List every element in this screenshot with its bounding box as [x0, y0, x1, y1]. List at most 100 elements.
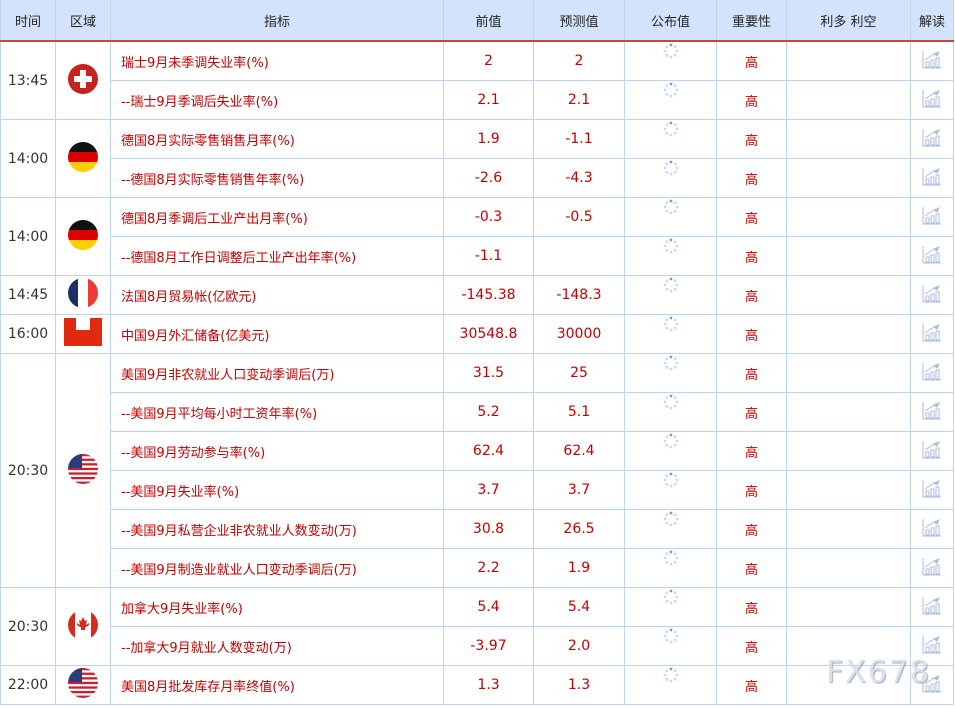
previous-value: 2.1 [443, 80, 534, 120]
importance-value: 高 [716, 587, 787, 627]
analysis-button[interactable] [910, 197, 954, 237]
header-actual: 公布值 [624, 0, 717, 42]
time-cell: 13:45 [0, 40, 56, 120]
forecast-value: 30000 [533, 314, 625, 354]
indicator-link[interactable]: 加拿大9月失业率(%) [110, 587, 444, 627]
chart-analysis-icon [922, 519, 942, 541]
forecast-value: 3.7 [533, 470, 625, 510]
analysis-button[interactable] [910, 40, 954, 81]
analysis-button[interactable] [910, 392, 954, 432]
indicator-link[interactable]: 瑞士9月未季调失业率(%) [110, 40, 444, 81]
importance-value: 高 [716, 197, 787, 237]
impact-cell [786, 40, 911, 81]
analysis-button[interactable] [910, 587, 954, 627]
analysis-button[interactable] [910, 119, 954, 159]
table-row: --加拿大9月就业人数变动(万) -3.97 2.0 高 [1, 626, 954, 666]
previous-value: -1.1 [443, 236, 534, 276]
loading-spinner-icon [663, 355, 679, 383]
time-cell: 20:30 [0, 353, 56, 588]
indicator-link[interactable]: 美国8月批发库存月率终值(%) [110, 665, 444, 705]
impact-cell [786, 353, 911, 393]
loading-spinner-icon [663, 82, 679, 110]
region-cell [55, 197, 111, 276]
region-cell [55, 275, 111, 315]
indicator-link[interactable]: 德国8月季调后工业产出月率(%) [110, 197, 444, 237]
analysis-button[interactable] [910, 80, 954, 120]
analysis-button[interactable] [910, 236, 954, 276]
indicator-link[interactable]: --美国9月平均每小时工资年率(%) [110, 392, 444, 432]
indicator-link[interactable]: 法国8月贸易帐(亿欧元) [110, 275, 444, 315]
actual-value [624, 119, 717, 159]
forecast-value: -148.3 [533, 275, 625, 315]
canada-flag-icon [68, 609, 98, 644]
header-analysis: 解读 [910, 0, 954, 42]
analysis-button[interactable] [910, 431, 954, 471]
impact-cell [786, 509, 911, 549]
importance-value: 高 [716, 353, 787, 393]
previous-value: 2 [443, 40, 534, 81]
analysis-button[interactable] [910, 509, 954, 549]
chart-analysis-icon [922, 51, 942, 73]
table-row: 14:00 德国8月实际零售销售月率(%) 1.9 -1.1 高 [0, 119, 954, 198]
indicator-link[interactable]: 德国8月实际零售销售月率(%) [110, 119, 444, 159]
time-cell: 16:00 [0, 314, 56, 354]
impact-cell [786, 80, 911, 120]
table-row: 20:30 美国9月非农就业人口变动季调后(万) 31.5 25 高 [0, 353, 954, 588]
chart-analysis-icon [922, 597, 942, 619]
forecast-value: -4.3 [533, 158, 625, 198]
loading-spinner-icon [663, 199, 679, 227]
actual-value [624, 275, 717, 315]
watermark: FX678 [826, 655, 932, 690]
previous-value: 2.2 [443, 548, 534, 588]
table-row: 16:00 中国9月外汇储备(亿美元) 30548.8 30000 高 [0, 314, 954, 354]
indicator-link[interactable]: --美国9月失业率(%) [110, 470, 444, 510]
analysis-button[interactable] [910, 626, 954, 666]
analysis-button[interactable] [910, 353, 954, 393]
previous-value: 31.5 [443, 353, 534, 393]
region-cell [55, 665, 111, 705]
indicator-link[interactable]: --美国9月制造业就业人口变动季调后(万) [110, 548, 444, 588]
china-flag-icon [64, 318, 102, 350]
importance-value: 高 [716, 236, 787, 276]
actual-value [624, 626, 717, 666]
indicator-link[interactable]: 中国9月外汇储备(亿美元) [110, 314, 444, 354]
forecast-value: 26.5 [533, 509, 625, 549]
importance-value: 高 [716, 626, 787, 666]
indicator-link[interactable]: --瑞士9月季调后失业率(%) [110, 80, 444, 120]
analysis-button[interactable] [910, 548, 954, 588]
analysis-button[interactable] [910, 665, 954, 705]
previous-value: -2.6 [443, 158, 534, 198]
region-cell [55, 40, 111, 120]
loading-spinner-icon [663, 316, 679, 344]
previous-value: 3.7 [443, 470, 534, 510]
analysis-button[interactable] [910, 314, 954, 354]
indicator-link[interactable]: --美国9月私营企业非农就业人数变动(万) [110, 509, 444, 549]
analysis-button[interactable] [910, 470, 954, 510]
analysis-button[interactable] [910, 275, 954, 315]
indicator-link[interactable]: --美国9月劳动参与率(%) [110, 431, 444, 471]
actual-value [624, 431, 717, 471]
impact-cell [786, 431, 911, 471]
chart-analysis-icon [922, 207, 942, 229]
previous-value: 1.3 [443, 665, 534, 705]
forecast-value: 2.0 [533, 626, 625, 666]
indicator-link[interactable]: --加拿大9月就业人数变动(万) [110, 626, 444, 666]
chart-analysis-icon [922, 168, 942, 190]
actual-value [624, 236, 717, 276]
importance-value: 高 [716, 80, 787, 120]
chart-analysis-icon [922, 675, 942, 697]
chart-analysis-icon [922, 363, 942, 385]
chart-analysis-icon [922, 324, 942, 346]
header-forecast: 预测值 [533, 0, 625, 42]
region-cell [55, 119, 111, 198]
table-row: --美国9月失业率(%) 3.7 3.7 高 [1, 470, 954, 510]
time-cell: 14:00 [0, 197, 56, 276]
loading-spinner-icon [663, 472, 679, 500]
chart-analysis-icon [922, 285, 942, 307]
indicator-link[interactable]: --德国8月实际零售销售年率(%) [110, 158, 444, 198]
indicator-link[interactable]: --德国8月工作日调整后工业产出年率(%) [110, 236, 444, 276]
impact-cell [786, 587, 911, 627]
analysis-button[interactable] [910, 158, 954, 198]
time-cell: 20:30 [0, 587, 56, 666]
indicator-link[interactable]: 美国9月非农就业人口变动季调后(万) [110, 353, 444, 393]
